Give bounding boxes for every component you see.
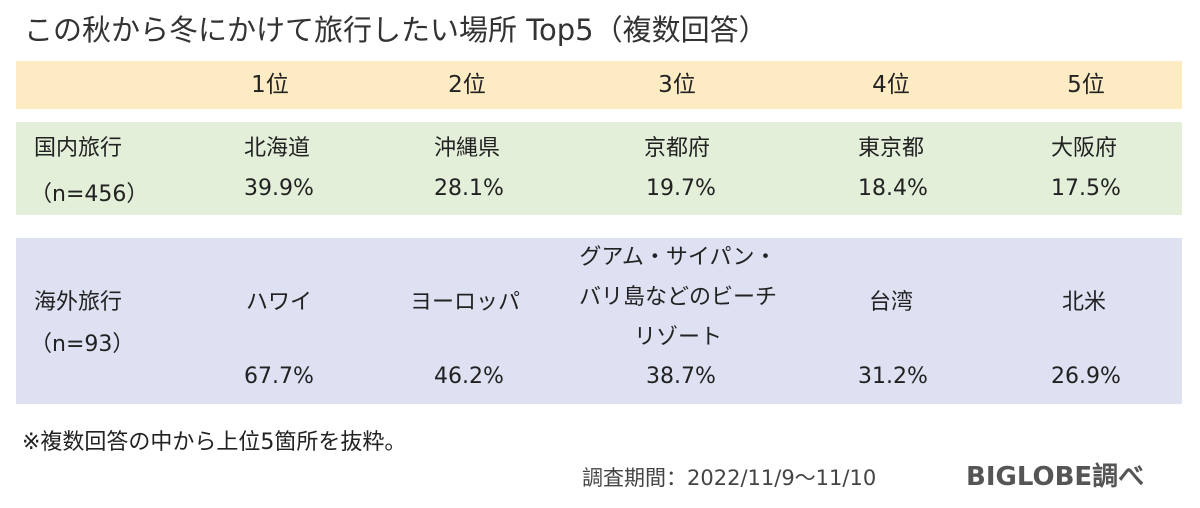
overseas-place-1: ハワイ [245, 290, 313, 315]
domestic-travel-band: 国内旅行 （n=456） 北海道 沖縄県 京都府 東京都 大阪府 39.9% 2… [16, 122, 1182, 215]
overseas-value-5: 26.9% [1051, 364, 1121, 389]
domestic-value-1: 39.9% [244, 176, 314, 201]
overseas-place-3: グアム・サイパン・ バリ島などのビーチ リゾート [579, 238, 777, 358]
chart-title: この秋から冬にかけて旅行したい場所 Top5（複数回答） [24, 13, 768, 47]
domestic-value-5: 17.5% [1051, 176, 1121, 201]
header-band: 1位 2位 3位 4位 5位 [16, 61, 1182, 109]
domestic-place-2: 沖縄県 [433, 136, 501, 161]
column-header-rank-5: 5位 [1067, 72, 1105, 98]
domestic-place-3: 京都府 [643, 136, 711, 161]
survey-period: 調査期間：2022/11/9～11/10 [582, 466, 877, 490]
domestic-value-2: 28.1% [434, 176, 504, 201]
domestic-place-4: 東京都 [857, 136, 925, 161]
overseas-sample-size: （n=93） [30, 332, 135, 357]
domestic-place-5: 大阪府 [1050, 136, 1118, 161]
overseas-value-4: 31.2% [858, 364, 928, 389]
overseas-place-3-line-2: バリ島などのビーチ [578, 285, 778, 310]
domestic-label: 国内旅行 [34, 136, 123, 161]
overseas-place-3-line-1: グアム・サイパン・ [579, 245, 777, 270]
column-header-rank-4: 4位 [872, 72, 910, 98]
overseas-place-2: ヨーロッパ [409, 290, 521, 315]
overseas-place-3-line-3: リゾート [633, 325, 723, 350]
column-header-rank-3: 3位 [658, 72, 696, 98]
overseas-value-1: 67.7% [244, 364, 314, 389]
domestic-value-3: 19.7% [646, 176, 716, 201]
domestic-value-4: 18.4% [858, 176, 928, 201]
overseas-place-4: 台湾 [868, 290, 914, 315]
column-header-rank-2: 2位 [448, 72, 486, 98]
footnote: ※複数回答の中から上位5箇所を抜粋。 [22, 430, 407, 455]
overseas-place-5: 北米 [1061, 290, 1107, 315]
source-credit: BIGLOBE調べ [966, 462, 1145, 492]
overseas-value-3: 38.7% [646, 364, 716, 389]
overseas-value-2: 46.2% [434, 364, 504, 389]
column-header-rank-1: 1位 [251, 72, 289, 98]
overseas-label: 海外旅行 [34, 290, 123, 315]
overseas-travel-band: 海外旅行 （n=93） ハワイ ヨーロッパ グアム・サイパン・ バリ島などのビー… [16, 238, 1182, 404]
domestic-sample-size: （n=456） [30, 182, 149, 207]
domestic-place-1: 北海道 [243, 136, 311, 161]
